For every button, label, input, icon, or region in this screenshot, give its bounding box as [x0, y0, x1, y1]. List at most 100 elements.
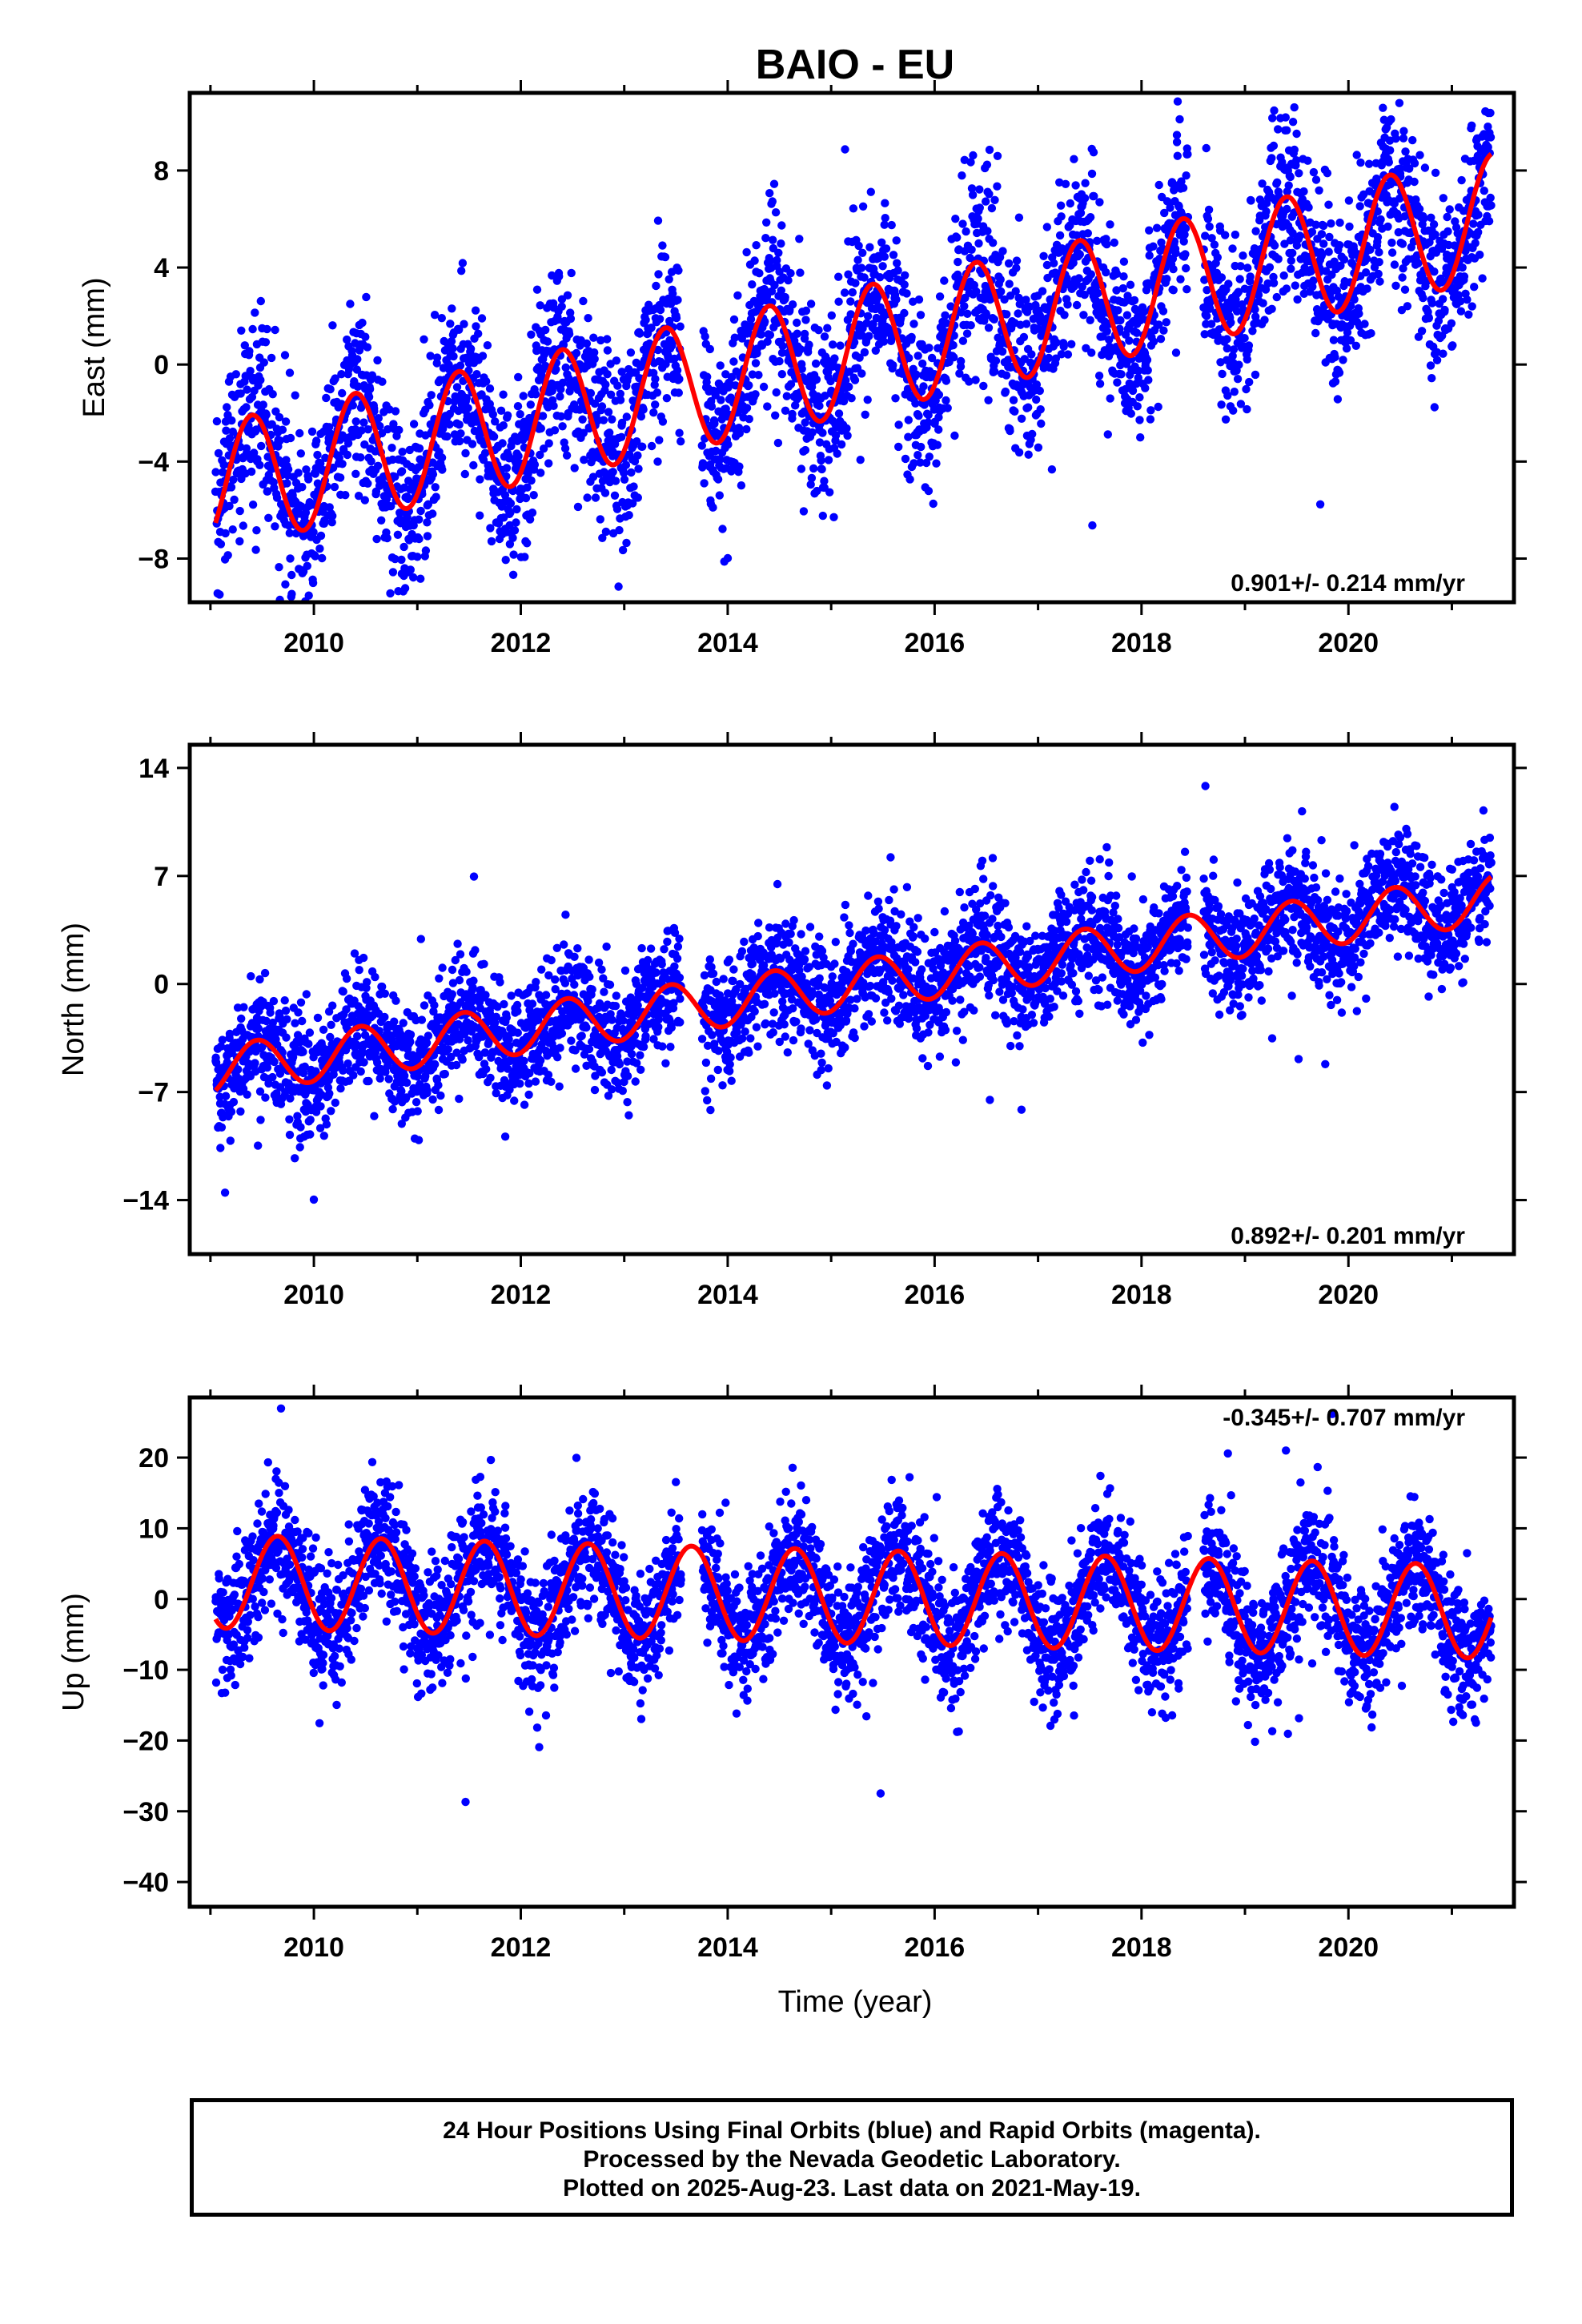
data-point	[1036, 405, 1045, 414]
data-point	[733, 291, 742, 300]
data-point	[556, 392, 564, 401]
data-point	[358, 318, 367, 328]
data-point	[1318, 251, 1327, 259]
data-point	[620, 475, 629, 484]
data-point	[1283, 204, 1291, 214]
data-point	[306, 1130, 315, 1139]
data-point	[1432, 356, 1442, 364]
data-point	[268, 1018, 277, 1027]
data-point	[1012, 263, 1021, 272]
data-point	[223, 551, 232, 560]
data-point	[1440, 305, 1449, 315]
data-point	[968, 191, 978, 199]
data-point	[1182, 285, 1191, 294]
data-point	[360, 440, 369, 449]
data-point	[506, 499, 516, 508]
data-point	[235, 537, 244, 546]
data-point	[759, 382, 769, 392]
data-point	[1398, 239, 1407, 248]
data-point	[1080, 194, 1090, 203]
data-point	[485, 1009, 495, 1019]
data-point	[1292, 241, 1302, 250]
data-point	[580, 456, 588, 464]
data-point	[1468, 302, 1476, 311]
data-point	[272, 1089, 281, 1098]
data-point	[378, 377, 387, 386]
data-point	[1094, 288, 1102, 298]
data-point	[1156, 335, 1166, 344]
data-point	[1223, 391, 1232, 400]
data-point	[1336, 261, 1345, 270]
data-point	[942, 319, 951, 328]
data-point	[1331, 352, 1339, 362]
data-point	[834, 272, 843, 281]
data-point	[458, 1055, 467, 1064]
data-point	[350, 949, 359, 958]
data-point	[528, 999, 537, 1008]
data-point	[248, 324, 257, 334]
y-axis-label: East (mm)	[78, 277, 111, 417]
data-point	[558, 422, 567, 431]
data-point	[231, 370, 240, 379]
data-point	[955, 369, 964, 378]
data-point	[223, 403, 231, 412]
data-point	[984, 324, 994, 332]
data-point	[416, 935, 425, 943]
data-point	[1000, 295, 1009, 304]
data-point	[525, 515, 535, 524]
data-point	[647, 324, 656, 332]
data-point	[1395, 99, 1404, 107]
data-point	[1424, 314, 1434, 323]
data-point	[427, 391, 436, 400]
data-point	[1162, 275, 1171, 283]
data-point	[1206, 304, 1215, 313]
data-point	[812, 375, 821, 384]
data-point	[423, 532, 432, 541]
data-point	[904, 432, 913, 441]
data-point	[1387, 115, 1395, 124]
data-point	[328, 463, 338, 472]
data-point	[296, 1123, 305, 1132]
data-point	[539, 444, 548, 453]
data-point	[1366, 245, 1375, 254]
data-point	[541, 991, 551, 999]
data-point	[1315, 500, 1325, 509]
data-point	[801, 316, 810, 324]
data-point	[1400, 285, 1410, 294]
data-point	[1236, 400, 1246, 408]
data-point	[1200, 330, 1209, 339]
data-point	[291, 1019, 299, 1027]
data-point	[297, 502, 306, 511]
data-point	[907, 332, 916, 342]
data-point	[211, 468, 220, 476]
data-point	[571, 1046, 580, 1055]
data-point	[837, 440, 846, 449]
data-point	[254, 1141, 263, 1150]
data-point	[1280, 239, 1289, 248]
data-point	[914, 412, 923, 420]
data-point	[617, 368, 626, 376]
data-point	[755, 269, 764, 278]
data-point	[469, 460, 478, 470]
data-point	[925, 452, 934, 461]
data-point	[1344, 196, 1354, 205]
data-point	[1414, 259, 1423, 267]
data-point	[406, 1030, 416, 1039]
data-point	[1034, 443, 1043, 452]
data-point	[1182, 263, 1191, 273]
data-point	[1399, 134, 1408, 143]
data-point	[963, 309, 972, 318]
data-point	[391, 996, 400, 1005]
data-point	[599, 416, 608, 424]
data-point	[502, 464, 512, 472]
data-point	[577, 1031, 586, 1040]
data-point	[827, 311, 837, 320]
data-point	[778, 341, 787, 351]
data-point	[448, 304, 456, 313]
data-point	[468, 983, 477, 992]
data-point	[1415, 204, 1424, 214]
data-point	[262, 410, 271, 420]
data-point	[989, 239, 998, 247]
data-point	[727, 372, 737, 382]
data-point	[804, 348, 813, 356]
